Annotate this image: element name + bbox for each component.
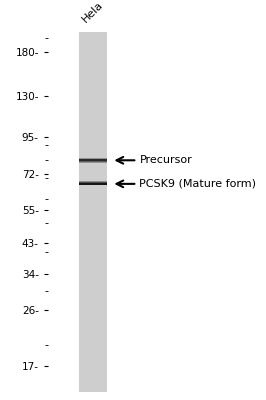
Bar [79,182,107,183]
Bar [79,183,107,185]
Bar [79,162,107,163]
Text: PCSK9 (Mature form): PCSK9 (Mature form) [139,179,256,189]
Text: Hela: Hela [81,0,106,25]
Text: Precursor: Precursor [139,155,192,165]
Bar [79,181,107,182]
Bar [79,160,107,161]
Bar [79,161,107,162]
Bar [79,184,107,186]
Bar [79,159,107,160]
Bar [79,32,107,392]
